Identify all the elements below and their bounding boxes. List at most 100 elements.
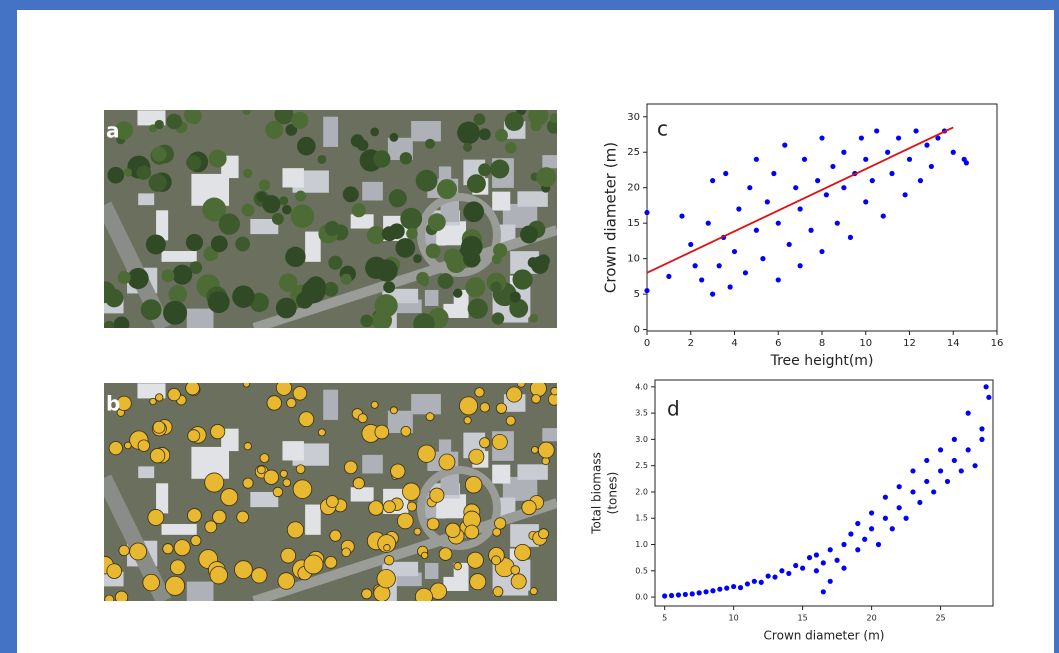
crown: [257, 466, 265, 474]
tree: [413, 254, 422, 263]
point: [830, 164, 835, 169]
tree: [325, 221, 340, 236]
point: [883, 495, 888, 500]
tree: [265, 121, 283, 139]
building: [282, 168, 303, 187]
tree: [272, 213, 284, 225]
point: [862, 537, 867, 542]
tree: [114, 317, 130, 333]
y-tick-label: 2.5: [635, 461, 648, 470]
tree: [169, 285, 188, 304]
tree: [550, 113, 560, 123]
tree: [291, 112, 308, 129]
crown: [278, 573, 295, 590]
tree: [463, 250, 480, 267]
panel-label: c: [657, 117, 668, 141]
crown: [191, 536, 201, 546]
crown: [358, 414, 367, 423]
crown: [446, 523, 460, 537]
crown: [531, 446, 538, 453]
point: [966, 447, 971, 452]
point: [800, 566, 805, 571]
x-tick-label: 10: [729, 614, 739, 623]
point: [786, 571, 791, 576]
building: [138, 466, 154, 478]
aerial-content: [96, 379, 571, 606]
tree: [184, 106, 201, 123]
point: [907, 157, 912, 162]
tree: [512, 269, 532, 289]
tree: [453, 289, 462, 298]
point: [874, 128, 879, 133]
point: [717, 587, 722, 592]
point: [754, 228, 759, 233]
point: [889, 171, 894, 176]
crown: [148, 509, 164, 525]
tree: [186, 155, 201, 170]
tree: [490, 159, 509, 178]
point: [964, 160, 969, 165]
point: [959, 468, 964, 473]
crown: [493, 587, 503, 597]
point: [863, 199, 868, 204]
tree: [416, 170, 438, 192]
point: [779, 568, 784, 573]
point: [759, 580, 764, 585]
tree: [128, 268, 149, 289]
tree: [137, 165, 151, 179]
building: [362, 455, 383, 474]
y-tick-label: 4.0: [635, 382, 648, 391]
building: [362, 182, 383, 201]
crown: [267, 396, 282, 411]
crown: [280, 470, 287, 477]
crown: [475, 388, 484, 397]
tree: [285, 247, 305, 267]
y-tick-label: 15: [627, 218, 640, 229]
point: [897, 505, 902, 510]
tree: [282, 205, 292, 215]
crown: [124, 442, 131, 449]
point: [918, 178, 923, 183]
plot-frame: [655, 380, 993, 606]
tree: [479, 128, 491, 140]
crown: [465, 525, 479, 539]
crown: [318, 429, 325, 436]
y-tick-label: 1.5: [635, 514, 648, 523]
crown: [119, 545, 129, 555]
crown: [421, 552, 428, 559]
point: [644, 210, 649, 215]
point: [736, 206, 741, 211]
building: [305, 232, 321, 262]
point: [710, 178, 715, 183]
tree: [465, 277, 485, 297]
tree: [172, 265, 192, 285]
y-tick-label: 30: [627, 112, 640, 123]
crown: [304, 555, 323, 574]
tree: [463, 201, 484, 222]
tree: [105, 289, 123, 307]
tree: [323, 282, 338, 297]
point: [952, 458, 957, 463]
point: [848, 531, 853, 536]
crown: [397, 513, 413, 529]
point: [662, 593, 667, 598]
tree: [360, 315, 373, 328]
crown: [530, 588, 537, 595]
point: [814, 568, 819, 573]
crown: [495, 518, 506, 529]
y-tick-label: 0.0: [635, 593, 648, 602]
point: [903, 192, 908, 197]
point: [952, 437, 957, 442]
tree: [373, 150, 390, 167]
crown: [479, 438, 489, 448]
crown: [530, 380, 546, 396]
crown: [168, 388, 180, 400]
building: [425, 563, 439, 579]
crown: [170, 560, 185, 575]
tree: [383, 271, 391, 279]
crown: [427, 518, 439, 530]
building: [187, 309, 214, 334]
tree: [457, 121, 480, 144]
tree: [425, 139, 435, 149]
tree: [343, 186, 359, 202]
